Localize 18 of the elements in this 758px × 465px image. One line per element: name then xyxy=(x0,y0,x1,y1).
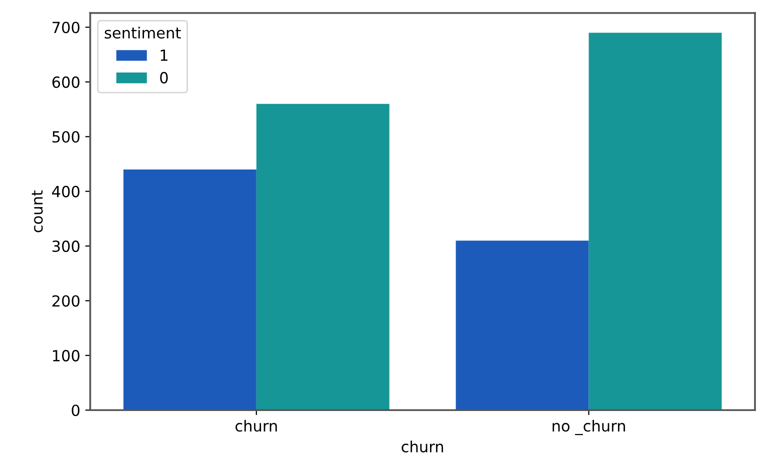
y-tick-label: 300 xyxy=(52,240,80,252)
y-axis-title: count xyxy=(32,190,43,232)
y-tick-label: 500 xyxy=(52,131,80,143)
legend-label: 1 xyxy=(160,50,168,61)
x-axis-title: churn xyxy=(402,440,444,452)
bar xyxy=(588,32,722,410)
y-tick-label: 700 xyxy=(52,22,80,34)
y-tick-label: 100 xyxy=(52,350,80,362)
x-tick-label: no _churn xyxy=(552,420,625,436)
bar xyxy=(123,169,256,410)
bar xyxy=(456,240,589,410)
y-tick-label: 200 xyxy=(52,295,80,307)
legend-label: 0 xyxy=(160,72,168,84)
y-tick-label: 400 xyxy=(52,186,80,198)
y-tick-label: 600 xyxy=(52,76,80,88)
bar xyxy=(256,104,390,410)
legend-title: sentiment xyxy=(104,26,181,39)
y-tick-label: 0 xyxy=(72,404,80,416)
